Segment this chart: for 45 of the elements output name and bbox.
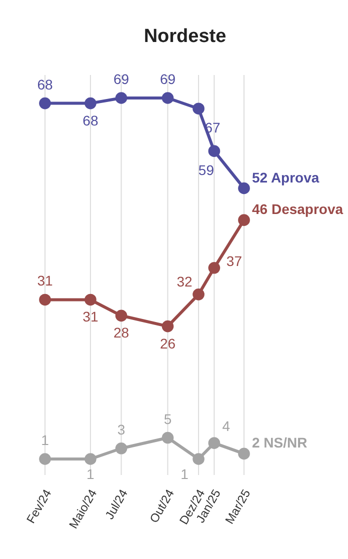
data-label: 68 [82, 112, 98, 128]
data-label: 32 [176, 273, 193, 290]
data-label: 52 [252, 169, 268, 186]
point [208, 145, 220, 157]
data-label: 1 [180, 466, 189, 482]
data-label: 31 [37, 272, 53, 289]
data-label: 69 [113, 71, 130, 87]
point [84, 97, 96, 110]
data-label: 3 [117, 421, 126, 438]
data-label: 31 [82, 308, 98, 325]
series-label: NS/NR [260, 434, 308, 451]
point [238, 214, 250, 226]
point [162, 92, 174, 104]
point [39, 453, 51, 465]
series-label: Aprova [268, 169, 320, 186]
data-label: 4 [222, 418, 230, 434]
point [192, 102, 204, 115]
point [39, 294, 51, 306]
point [208, 437, 220, 449]
data-label: 5 [164, 410, 172, 427]
data-label: 28 [113, 324, 130, 341]
point [115, 442, 128, 454]
point [238, 182, 250, 194]
point [162, 320, 174, 332]
data-label: 46 [252, 201, 268, 218]
point [84, 453, 96, 465]
data-label: 69 [160, 71, 176, 87]
data-label: 2 [252, 434, 260, 451]
point [238, 448, 250, 460]
data-label: 26 [160, 335, 176, 352]
data-label: 37 [226, 252, 242, 269]
data-label: 1 [41, 432, 50, 448]
data-label: 1 [86, 466, 95, 482]
series-label: Desaprova [268, 201, 344, 218]
point [115, 92, 128, 104]
point [208, 262, 220, 274]
data-label: 59 [198, 162, 214, 178]
point [192, 288, 204, 300]
point [39, 97, 51, 110]
point [115, 310, 128, 322]
point [192, 453, 204, 465]
data-label: 68 [37, 76, 53, 92]
point [84, 294, 96, 306]
point [162, 432, 174, 444]
chart-title: Nordeste [144, 26, 226, 47]
